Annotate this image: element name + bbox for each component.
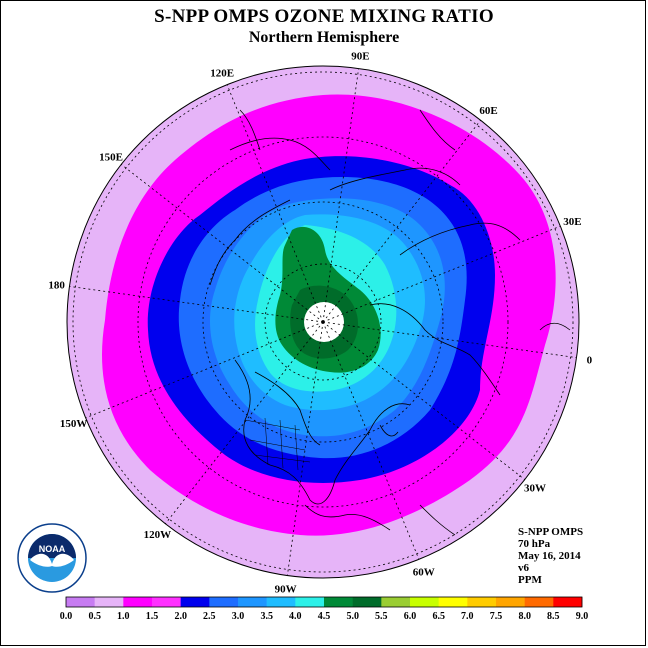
color-swatch	[66, 597, 95, 607]
color-swatch	[209, 597, 239, 607]
scale-tick-label: 6.5	[432, 611, 445, 622]
scale-tick-label: 5.0	[346, 611, 359, 622]
lat-circle-10	[72, 71, 574, 573]
info-version: v6	[518, 562, 529, 574]
info-date: May 16, 2014	[518, 550, 581, 562]
color-swatch	[410, 597, 439, 607]
longitude-labels: 90E 60E 30E 0 30W 60W 90W 120W 150W 180 150E 120E	[48, 51, 592, 596]
scale-tick-label: 3.5	[260, 611, 273, 622]
color-swatch	[553, 597, 583, 607]
scale-tick-label: 2.5	[203, 611, 216, 622]
lat-circle-30	[137, 136, 509, 508]
scale-tick-label: 7.0	[461, 611, 474, 622]
lon-label-60w: 60W	[413, 566, 435, 578]
color-swatch	[524, 597, 554, 607]
lon-label-150e: 150E	[99, 151, 123, 163]
color-swatch	[496, 597, 525, 607]
map-border	[66, 65, 580, 579]
scale-tick-label: 4.5	[318, 611, 331, 622]
lon-label-30e: 30E	[563, 216, 581, 228]
lon-label-30w: 30W	[524, 483, 546, 495]
color-swatch	[238, 597, 267, 607]
color-scale: 0.0 0.5 1.0 1.5 2.0 2.5 3.0 3.5 4.0 4.5 5.0 5.5 6.0 6…	[60, 596, 589, 622]
color-swatch	[381, 597, 411, 607]
info-level: 70 hPa	[518, 538, 551, 550]
color-swatch	[467, 597, 497, 607]
map-subtitle: Northern Hemisphere	[248, 29, 400, 46]
color-scale-border	[65, 596, 583, 608]
lon-label-150w: 150W	[60, 418, 88, 430]
lon-label-180: 180	[48, 280, 65, 292]
scale-tick-label: 2.0	[174, 611, 187, 622]
lon-label-0: 0	[587, 354, 593, 366]
lon-label-60e: 60E	[479, 105, 497, 117]
scale-tick-label: 3.0	[232, 611, 245, 622]
noaa-logo-text: NOAA	[39, 544, 66, 554]
lon-label-90e: 90E	[351, 51, 369, 63]
us-state-lines	[244, 417, 311, 471]
color-swatch	[324, 597, 353, 607]
scale-tick-label: 4.0	[289, 611, 302, 622]
info-units: PPM	[518, 574, 542, 586]
scale-tick-label: 1.5	[146, 611, 159, 622]
noaa-logo: NOAA	[17, 523, 87, 593]
color-swatch	[152, 597, 181, 607]
lon-label-120e: 120E	[210, 68, 234, 80]
color-swatch	[352, 597, 382, 607]
scale-tick-label: 8.0	[518, 611, 531, 622]
color-swatch	[94, 597, 124, 607]
lat-circle-70	[264, 263, 382, 381]
scale-tick-label: 6.0	[404, 611, 417, 622]
scale-tick-label: 5.5	[375, 611, 388, 622]
scale-tick-label: 0.0	[60, 611, 73, 622]
info-instrument: S-NPP OMPS	[518, 526, 584, 538]
lat-circle-50	[202, 201, 444, 443]
graticule	[69, 68, 577, 576]
lon-label-120w: 120W	[144, 529, 172, 541]
scale-tick-label: 0.5	[88, 611, 101, 622]
scale-tick-label: 8.5	[547, 611, 560, 622]
color-swatch	[266, 597, 296, 607]
scale-tick-label: 9.0	[576, 611, 589, 622]
color-swatch	[295, 597, 325, 607]
ozone-field	[67, 66, 579, 578]
color-swatch	[180, 597, 210, 607]
scale-tick-label: 7.5	[490, 611, 503, 622]
map-title: S-NPP OMPS OZONE MIXING RATIO	[154, 6, 494, 27]
color-swatch	[438, 597, 468, 607]
scale-tick-label: 1.0	[117, 611, 130, 622]
product-info: S-NPP OMPS 70 hPa May 16, 2014 v6 PPM	[518, 526, 583, 586]
lon-label-90w: 90W	[275, 583, 297, 595]
color-swatch	[123, 597, 153, 607]
